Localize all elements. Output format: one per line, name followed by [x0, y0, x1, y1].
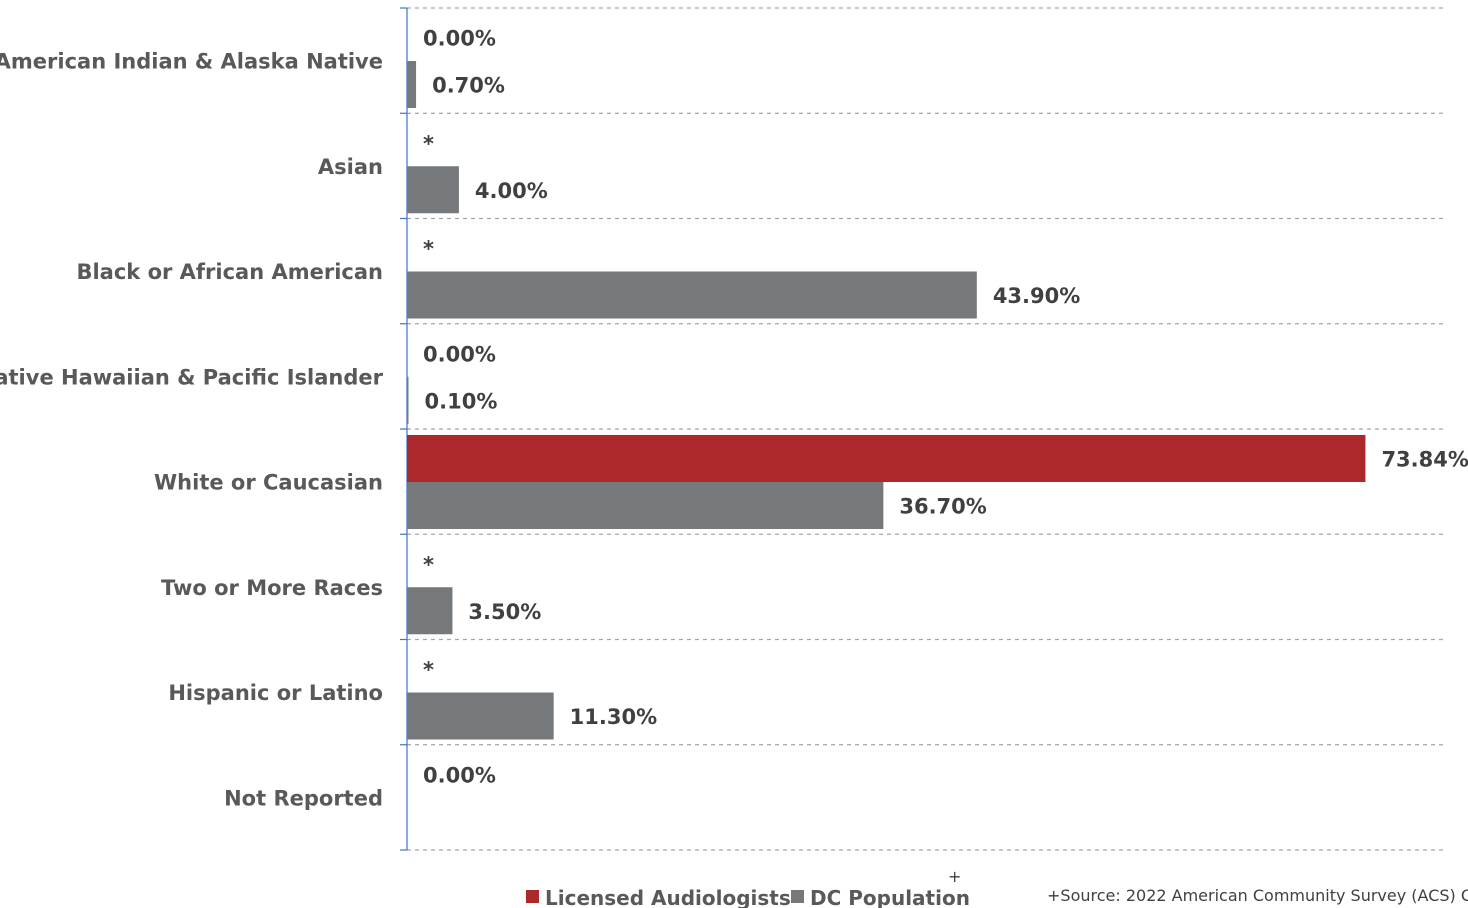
bar-dc-population-american-indian-and-alaska-native	[407, 61, 417, 108]
category-label-two-or-more-races: Two or More Races	[161, 576, 383, 600]
legend-label-licensed-audiologists: Licensed Audiologists	[545, 886, 791, 908]
y-axis-ticks	[400, 7, 407, 851]
value-label-licensed-audiologists-not-reported: 0.00%	[423, 763, 496, 787]
value-label-dc-population-two-or-more-races: 3.50%	[468, 600, 541, 624]
value-label-licensed-audiologists-asian: *	[423, 132, 434, 156]
category-labels: American Indian & Alaska Native Asian Blac…	[0, 50, 384, 811]
legend-label-dc-population: DC Population	[810, 886, 970, 908]
value-label-dc-population-american-indian-and-alaska-native: 0.70%	[432, 74, 505, 98]
category-label-black-or-african-american: Black or African American	[76, 260, 383, 284]
value-label-licensed-audiologists-two-or-more-races: *	[423, 553, 434, 577]
bar-dc-population-two-or-more-races	[407, 587, 453, 635]
legend-plus-mark: +	[948, 867, 961, 886]
category-label-asian: Asian	[318, 155, 383, 179]
category-label-native-hawaiian-and-pacific-islander: Native Hawaiian & Pacific Islander	[0, 365, 384, 389]
value-labels: 0.00% 0.70% * 4.00% * 43.90% 0.00% 0.10% 73.84% 3…	[423, 27, 1468, 788]
value-label-dc-population-hispanic-or-latino: 11.30%	[570, 705, 657, 729]
bars	[407, 61, 1366, 740]
value-label-licensed-audiologists-black-or-african-american: *	[423, 237, 434, 261]
bar-dc-population-hispanic-or-latino	[407, 692, 554, 740]
value-label-licensed-audiologists-hispanic-or-latino: *	[423, 658, 434, 682]
category-label-hispanic-or-latino: Hispanic or Latino	[168, 681, 383, 705]
bar-dc-population-asian	[407, 166, 459, 214]
category-label-american-indian-and-alaska-native: American Indian & Alaska Native	[0, 50, 383, 74]
source-note: +Source: 2022 American Community Survey …	[1047, 886, 1468, 905]
bar-dc-population-black-or-african-american	[407, 271, 977, 319]
category-label-not-reported: Not Reported	[224, 786, 383, 810]
bar-dc-population-native-hawaiian-and-pacific-islander	[407, 376, 409, 424]
legend: Licensed Audiologists DC Population +	[526, 867, 970, 908]
bar-dc-population-white-or-caucasian	[407, 482, 884, 529]
bar-licensed-audiologists-white-or-caucasian	[407, 435, 1366, 482]
value-label-dc-population-native-hawaiian-and-pacific-islander: 0.10%	[425, 389, 498, 413]
value-label-licensed-audiologists-native-hawaiian-and-pacific-islander: 0.00%	[423, 342, 496, 366]
value-label-dc-population-asian: 4.00%	[475, 179, 548, 203]
value-label-dc-population-black-or-african-american: 43.90%	[993, 284, 1080, 308]
value-label-dc-population-white-or-caucasian: 36.70%	[899, 495, 986, 519]
gridlines	[407, 7, 1447, 851]
value-label-licensed-audiologists-white-or-caucasian: 73.84%	[1381, 448, 1468, 472]
legend-swatch-dc-population	[791, 890, 804, 903]
legend-swatch-licensed-audiologists	[526, 890, 539, 903]
category-label-white-or-caucasian: White or Caucasian	[154, 471, 383, 495]
value-label-licensed-audiologists-american-indian-and-alaska-native: 0.00%	[423, 27, 496, 51]
